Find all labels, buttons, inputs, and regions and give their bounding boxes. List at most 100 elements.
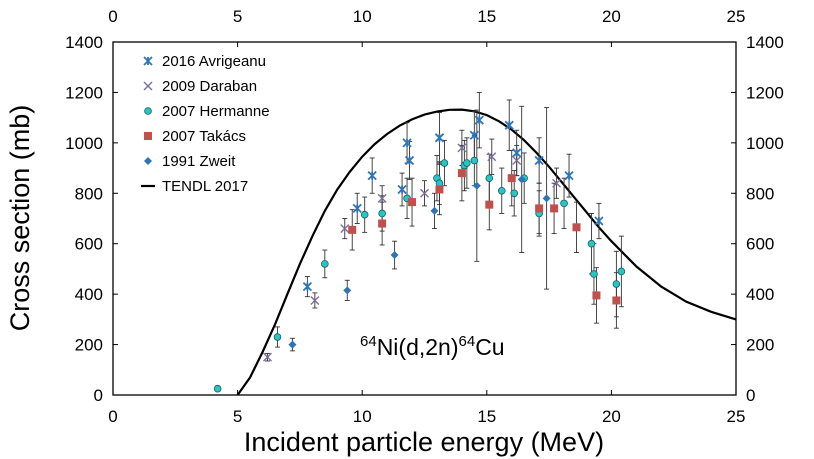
data-point-circle [378, 209, 386, 218]
data-point-asterisk [402, 138, 412, 148]
x-top-tick-label: 15 [477, 7, 496, 26]
data-point-asterisk [504, 120, 514, 130]
y-tick-label: 1200 [65, 83, 103, 102]
data-point-asterisk [594, 216, 604, 226]
data-point-asterisk [469, 130, 479, 140]
data-point-circle [590, 270, 598, 278]
data-point-circle [497, 186, 506, 195]
data-point-asterisk [367, 170, 377, 181]
data-point-circle [440, 159, 449, 167]
data-point-x [340, 224, 350, 234]
x-top-tick-label: 20 [602, 7, 621, 26]
y-right-tick-label: 200 [746, 336, 774, 355]
data-point-square [408, 198, 417, 207]
data-point-square [378, 219, 387, 228]
data-point-asterisk [534, 155, 544, 166]
data-point-circle [321, 260, 329, 268]
data-point-circle [360, 210, 369, 219]
legend-label: 2016 Avrigeanu [162, 53, 266, 70]
data-point-asterisk [474, 115, 484, 125]
data-point-circle [470, 156, 479, 165]
legend-marker-diamond [144, 157, 152, 165]
x-tick-label: 0 [108, 407, 117, 426]
y-right-tick-label: 1200 [746, 83, 784, 102]
data-point-x [263, 352, 272, 362]
legend-label: 1991 Zweit [162, 153, 236, 170]
legend-label: TENDL 2017 [162, 178, 248, 195]
data-point-diamond [390, 251, 399, 260]
data-point-square [435, 185, 444, 194]
y-right-tick-label: 0 [746, 386, 755, 405]
annotation-label: 64Ni(d,2n)64Cu [360, 333, 505, 360]
data-point-square [572, 223, 581, 232]
data-point-x [512, 156, 522, 166]
data-point-square [612, 296, 621, 305]
data-point-circle [463, 159, 471, 167]
y-tick-label: 400 [75, 285, 103, 304]
x-tick-label: 25 [727, 407, 746, 426]
x-top-tick-label: 0 [108, 7, 117, 26]
data-point-diamond [517, 175, 526, 184]
data-point-diamond [542, 194, 551, 203]
y-right-tick-label: 1000 [746, 134, 784, 153]
data-point-circle [213, 384, 222, 393]
data-point-x [377, 193, 387, 203]
data-point-asterisk [512, 148, 522, 158]
legend-label: 2007 Takács [162, 128, 246, 145]
legend-label: 2007 Hermanne [162, 103, 270, 120]
data-point-diamond [430, 206, 439, 215]
legend-label: 2009 Daraban [162, 78, 257, 95]
data-point-square [592, 291, 601, 300]
data-point-diamond [343, 286, 352, 295]
x-axis-title: Incident particle energy (MeV) [244, 427, 604, 457]
data-point-asterisk [434, 133, 445, 143]
data-points-layer [213, 115, 626, 393]
tendl-curve-layer [236, 108, 737, 396]
data-point-diamond [288, 340, 297, 349]
data-point-circle [510, 189, 519, 198]
data-point-x [457, 143, 467, 153]
data-point-circle [560, 199, 568, 208]
x-top-tick-label: 10 [353, 7, 372, 26]
data-point-circle [617, 267, 626, 276]
x-tick-label: 10 [353, 407, 372, 426]
y-right-tick-label: 400 [746, 285, 774, 304]
y-right-tick-label: 1400 [746, 33, 784, 52]
data-point-asterisk [352, 203, 362, 214]
legend: 2016 Avrigeanu 2009 Daraban 2007 Hermanne 2… [141, 53, 270, 195]
data-point-asterisk [302, 281, 313, 292]
x-tick-label: 15 [477, 407, 496, 426]
data-point-asterisk [564, 170, 574, 181]
data-point-asterisk [404, 155, 415, 166]
y-tick-label: 1000 [65, 134, 103, 153]
y-tick-label: 800 [75, 184, 103, 203]
data-point-square [535, 204, 544, 213]
data-point-x [420, 188, 429, 198]
data-point-x [552, 178, 562, 188]
y-right-tick-label: 800 [746, 184, 774, 203]
y-tick-label: 0 [94, 386, 103, 405]
data-point-diamond [472, 181, 481, 190]
legend-marker-x [143, 81, 153, 91]
x-top-tick-label: 25 [727, 7, 746, 26]
y-right-tick-label: 600 [746, 235, 774, 254]
legend-marker-square [144, 132, 152, 140]
legend-marker-circle [144, 107, 152, 115]
data-point-x [487, 152, 497, 162]
y-axis-title: Cross section (mb) [5, 105, 35, 332]
legend-marker-asterisk [143, 56, 153, 66]
data-point-square [507, 174, 516, 183]
plot-area [112, 41, 737, 396]
y-tick-label: 1400 [65, 33, 103, 52]
data-point-asterisk [397, 184, 407, 195]
y-tick-label: 200 [75, 336, 103, 355]
data-point-square [550, 204, 559, 213]
x-tick-label: 20 [602, 407, 621, 426]
data-point-circle [485, 174, 494, 182]
data-point-square [485, 200, 494, 209]
x-top-tick-label: 5 [233, 7, 242, 26]
y-tick-label: 600 [75, 235, 103, 254]
data-point-circle [273, 333, 282, 341]
